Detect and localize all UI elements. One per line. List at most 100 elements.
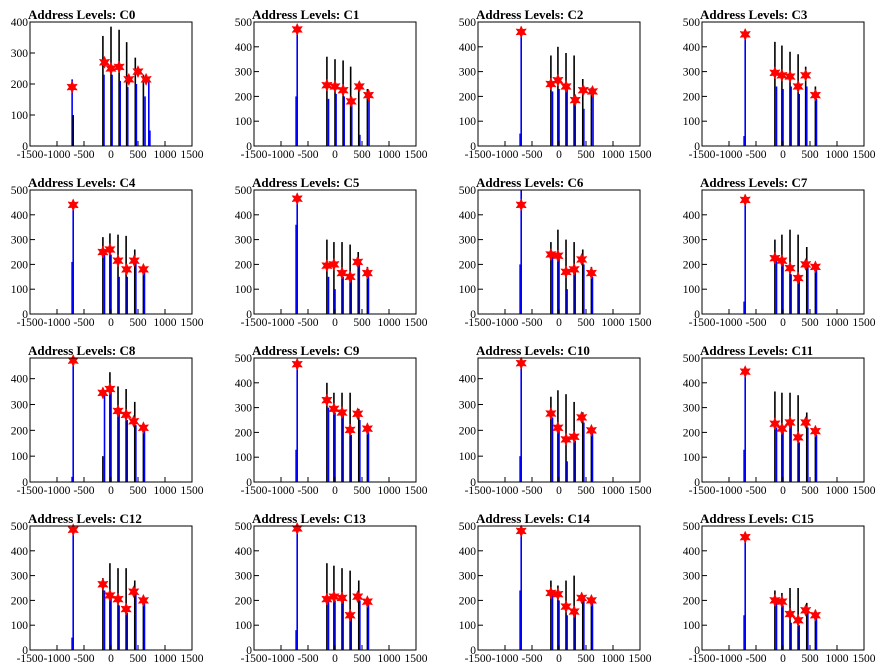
- y-tick-label: 200: [459, 595, 477, 607]
- x-tick-label: 1000: [154, 653, 177, 665]
- x-tick-label: 500: [129, 485, 147, 497]
- peak-marker: [809, 260, 822, 274]
- y-tick-label: 500: [11, 521, 29, 533]
- peak-marker: [104, 242, 116, 257]
- y-tick-label: 0: [470, 477, 476, 489]
- y-tick-label: 300: [11, 48, 29, 60]
- peak-marker: [809, 88, 822, 102]
- x-tick-label: -1500: [689, 485, 716, 497]
- peak-marker: [568, 604, 580, 619]
- x-tick-label: 0: [108, 485, 114, 497]
- peak-marker: [112, 592, 124, 606]
- x-tick-label: 500: [577, 485, 595, 497]
- y-tick-label: 0: [22, 309, 28, 321]
- x-tick-label: 1500: [629, 149, 652, 161]
- x-tick-label: -1000: [44, 485, 71, 497]
- x-tick-label: 1000: [826, 149, 849, 161]
- x-tick-label: -1000: [44, 653, 71, 665]
- x-tick-label: 500: [577, 149, 595, 161]
- peak-marker: [120, 602, 132, 616]
- y-tick-label: 0: [470, 141, 476, 153]
- x-tick-label: 1000: [602, 485, 625, 497]
- x-tick-label: -500: [745, 149, 766, 161]
- x-tick-label: 0: [332, 485, 338, 497]
- x-tick-label: -1500: [241, 317, 268, 329]
- x-tick-label: -500: [745, 653, 766, 665]
- y-tick-label: 400: [11, 546, 29, 558]
- x-tick-label: -1000: [268, 485, 295, 497]
- x-tick-label: 500: [353, 653, 371, 665]
- chart-panel: Address Levels: C11 0 100 200 300 400 500 -1500…: [683, 343, 876, 497]
- y-tick-label: 100: [235, 620, 253, 632]
- peak-marker: [128, 254, 140, 268]
- chart-panel: Address Levels: C15 0 100 200 300 400 500 -1500…: [683, 511, 876, 665]
- x-tick-label: -500: [73, 653, 94, 665]
- chart-panel: Address Levels: C30100200300400500-1500-…: [683, 7, 876, 161]
- y-tick-label: 0: [694, 309, 700, 321]
- x-tick-label: 1500: [181, 317, 204, 329]
- y-tick-label: 300: [11, 571, 29, 583]
- x-tick-label: 1500: [629, 485, 652, 497]
- x-tick-label: -1500: [689, 653, 716, 665]
- chart-panel: Address Levels: C50100200300400500-1500-…: [235, 175, 428, 329]
- y-tick-label: 400: [683, 210, 701, 222]
- x-tick-label: -1000: [492, 485, 519, 497]
- x-tick-label: 0: [556, 317, 562, 329]
- peak-marker: [575, 410, 588, 425]
- x-tick-label: 500: [129, 653, 147, 665]
- x-tick-label: 500: [801, 149, 819, 161]
- peak-marker: [799, 68, 812, 82]
- x-tick-label: 0: [780, 149, 786, 161]
- y-tick-label: 500: [235, 185, 253, 197]
- peak-marker: [515, 356, 527, 370]
- peak-marker: [344, 608, 356, 622]
- x-tick-label: 1500: [405, 317, 428, 329]
- y-tick-label: 200: [235, 259, 253, 271]
- peak-marker: [291, 192, 303, 206]
- x-tick-label: 1500: [629, 653, 652, 665]
- y-tick-label: 400: [683, 546, 701, 558]
- peak-marker: [568, 430, 580, 444]
- peak-marker: [66, 80, 78, 94]
- chart-title: Address Levels: C2: [476, 7, 583, 22]
- chart-panel: Address Levels: C40100200300400500-1500-…: [11, 175, 204, 329]
- y-tick-label: 400: [683, 42, 701, 54]
- x-tick-label: 0: [556, 653, 562, 665]
- peak-marker: [328, 402, 340, 416]
- peak-marker: [585, 266, 598, 280]
- y-tick-label: 0: [694, 141, 700, 153]
- y-tick-label: 100: [683, 116, 701, 128]
- y-tick-label: 100: [683, 620, 701, 632]
- x-tick-label: -500: [521, 485, 542, 497]
- x-tick-label: 500: [801, 653, 819, 665]
- peak-marker: [776, 422, 788, 436]
- y-tick-label: 300: [683, 235, 701, 247]
- chart-panel: Address Levels: C20100200300400500-1500-…: [459, 7, 652, 161]
- x-tick-label: 1000: [826, 317, 849, 329]
- y-tick-label: 200: [459, 259, 477, 271]
- y-tick-label: 300: [683, 403, 701, 415]
- x-tick-label: 0: [332, 317, 338, 329]
- chart-title: Address Levels: C12: [28, 511, 142, 526]
- peak-marker: [575, 591, 588, 605]
- x-tick-label: 500: [129, 149, 147, 161]
- x-tick-label: -1500: [17, 317, 44, 329]
- y-tick-label: 300: [235, 67, 253, 79]
- y-tick-label: 0: [246, 645, 252, 657]
- y-tick-label: 100: [11, 620, 29, 632]
- y-tick-label: 400: [235, 546, 253, 558]
- x-tick-label: -1000: [268, 317, 295, 329]
- x-tick-label: 500: [353, 317, 371, 329]
- peak-marker: [560, 79, 572, 94]
- y-tick-label: 400: [11, 17, 29, 29]
- y-tick-label: 200: [683, 259, 701, 271]
- x-tick-label: 1000: [378, 317, 401, 329]
- y-tick-label: 200: [11, 595, 29, 607]
- x-tick-label: 1500: [405, 653, 428, 665]
- peak-marker: [137, 421, 150, 435]
- x-tick-label: 500: [577, 317, 595, 329]
- x-tick-label: -500: [745, 317, 766, 329]
- y-tick-label: 100: [235, 116, 253, 128]
- y-tick-label: 0: [470, 309, 476, 321]
- peak-marker: [98, 55, 111, 69]
